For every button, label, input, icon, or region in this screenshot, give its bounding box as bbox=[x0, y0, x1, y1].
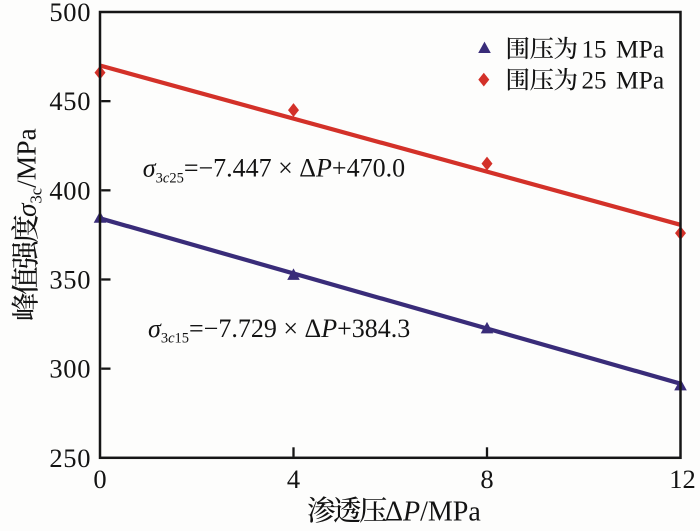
svg-text:25: 25 bbox=[582, 68, 607, 95]
svg-text:15: 15 bbox=[582, 36, 607, 63]
svg-text:12: 12 bbox=[669, 464, 696, 494]
svg-text:8: 8 bbox=[480, 464, 493, 494]
svg-text:σ3c15=−7.729 × ΔP+384.3: σ3c15=−7.729 × ΔP+384.3 bbox=[148, 314, 410, 347]
svg-text:σ3c25=−7.447 × ΔP+470.0: σ3c25=−7.447 × ΔP+470.0 bbox=[143, 154, 405, 187]
svg-text:MPa: MPa bbox=[616, 34, 664, 63]
svg-text:300: 300 bbox=[49, 354, 91, 384]
svg-text:450: 450 bbox=[49, 86, 91, 116]
svg-text:350: 350 bbox=[49, 265, 91, 295]
svg-text:0: 0 bbox=[93, 464, 106, 494]
svg-text:500: 500 bbox=[49, 0, 91, 27]
svg-text:250: 250 bbox=[49, 443, 91, 473]
svg-text:MPa: MPa bbox=[616, 66, 664, 95]
svg-text:ΔP/MPa: ΔP/MPa bbox=[385, 496, 481, 527]
svg-text:400: 400 bbox=[49, 175, 91, 205]
svg-text:σ3c/MPa: σ3c/MPa bbox=[11, 128, 46, 217]
svg-text:4: 4 bbox=[287, 464, 300, 494]
